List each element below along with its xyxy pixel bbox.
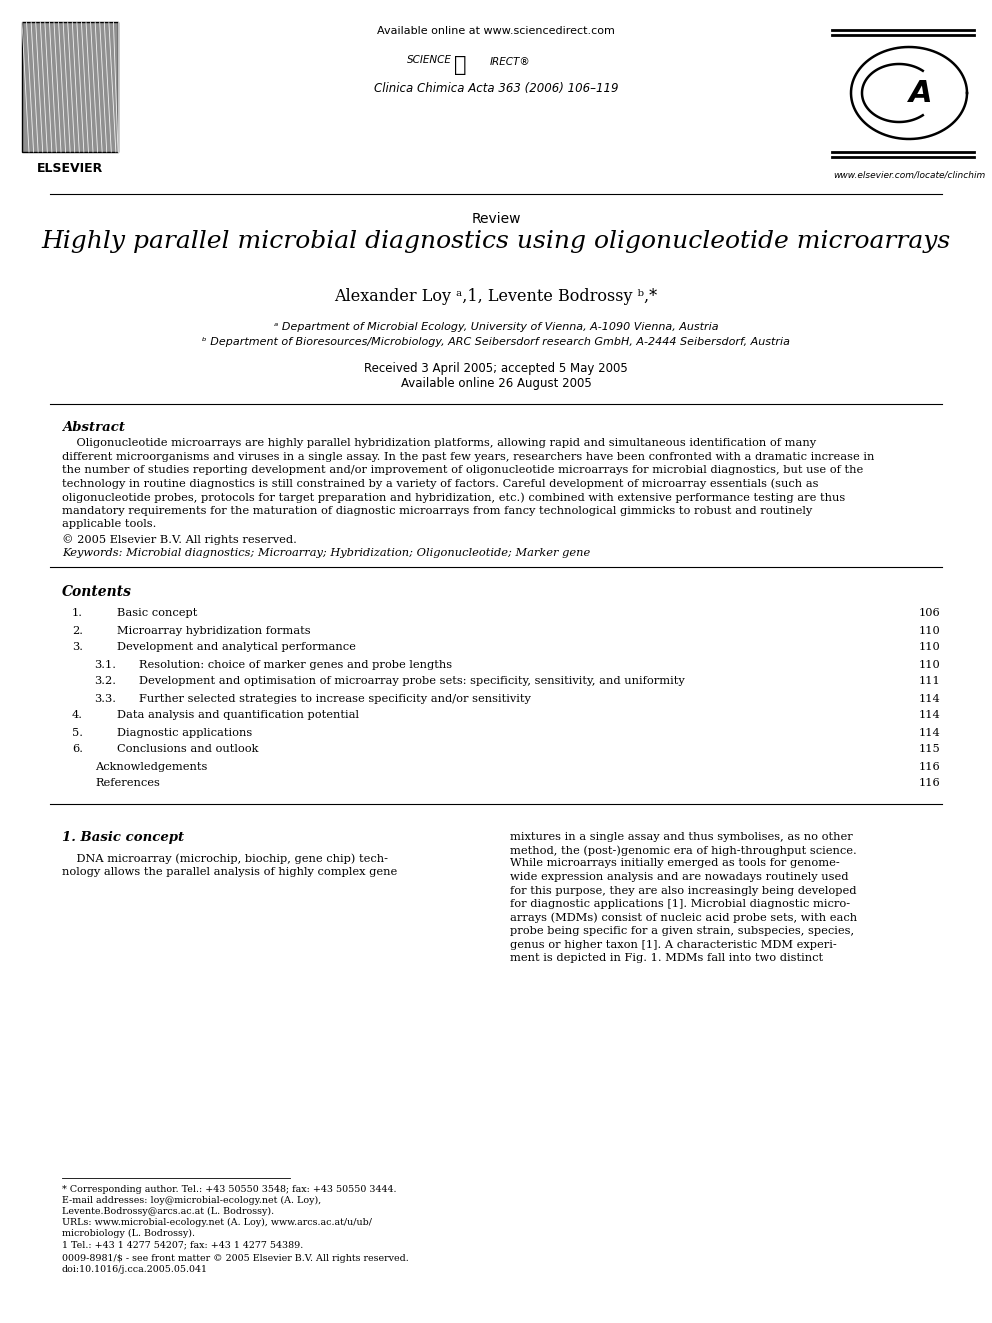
Bar: [22, 22, 118, 152]
Text: Further selected strategies to increase specificity and/or sensitivity: Further selected strategies to increase …: [139, 693, 531, 704]
Text: 3.1.: 3.1.: [94, 659, 116, 669]
Text: 1 Tel.: +43 1 4277 54207; fax: +43 1 4277 54389.: 1 Tel.: +43 1 4277 54207; fax: +43 1 427…: [62, 1240, 304, 1249]
Text: 3.: 3.: [72, 643, 83, 652]
Text: genus or higher taxon [1]. A characteristic MDM experi-: genus or higher taxon [1]. A characteris…: [510, 939, 836, 950]
Text: Available online 26 August 2005: Available online 26 August 2005: [401, 377, 591, 390]
Text: 110: 110: [919, 643, 940, 652]
Text: arrays (MDMs) consist of nucleic acid probe sets, with each: arrays (MDMs) consist of nucleic acid pr…: [510, 913, 857, 923]
Text: While microarrays initially emerged as tools for genome-: While microarrays initially emerged as t…: [510, 859, 840, 868]
Text: nology allows the parallel analysis of highly complex gene: nology allows the parallel analysis of h…: [62, 867, 397, 877]
Text: different microorganisms and viruses in a single assay. In the past few years, r: different microorganisms and viruses in …: [62, 451, 874, 462]
Text: Development and analytical performance: Development and analytical performance: [117, 643, 356, 652]
Text: the number of studies reporting development and/or improvement of oligonucleotid: the number of studies reporting developm…: [62, 464, 863, 475]
Text: Available online at www.sciencedirect.com: Available online at www.sciencedirect.co…: [377, 26, 615, 36]
Text: 115: 115: [919, 745, 940, 754]
Text: ⓓ: ⓓ: [454, 56, 467, 75]
Text: 3.3.: 3.3.: [94, 693, 116, 704]
Text: 1. Basic concept: 1. Basic concept: [62, 831, 185, 844]
Text: 0009-8981/$ - see front matter © 2005 Elsevier B.V. All rights reserved.: 0009-8981/$ - see front matter © 2005 El…: [62, 1254, 409, 1263]
Text: References: References: [95, 778, 160, 789]
Text: Received 3 April 2005; accepted 5 May 2005: Received 3 April 2005; accepted 5 May 20…: [364, 363, 628, 374]
Text: URLs: www.microbial-ecology.net (A. Loy), www.arcs.ac.at/u/ub/: URLs: www.microbial-ecology.net (A. Loy)…: [62, 1218, 372, 1228]
Text: Abstract: Abstract: [62, 421, 125, 434]
Text: ᵇ Department of Bioresources/Microbiology, ARC Seibersdorf research GmbH, A-2444: ᵇ Department of Bioresources/Microbiolog…: [202, 337, 790, 347]
Text: technology in routine diagnostics is still constrained by a variety of factors. : technology in routine diagnostics is sti…: [62, 479, 818, 490]
Text: © 2005 Elsevier B.V. All rights reserved.: © 2005 Elsevier B.V. All rights reserved…: [62, 534, 297, 545]
Text: * Corresponding author. Tel.: +43 50550 3548; fax: +43 50550 3444.: * Corresponding author. Tel.: +43 50550 …: [62, 1185, 397, 1193]
Text: Contents: Contents: [62, 585, 132, 598]
Text: for this purpose, they are also increasingly being developed: for this purpose, they are also increasi…: [510, 885, 856, 896]
Text: ᵃ Department of Microbial Ecology, University of Vienna, A-1090 Vienna, Austria: ᵃ Department of Microbial Ecology, Unive…: [274, 321, 718, 332]
Text: Basic concept: Basic concept: [117, 609, 197, 618]
Text: Levente.Bodrossy@arcs.ac.at (L. Bodrossy).: Levente.Bodrossy@arcs.ac.at (L. Bodrossy…: [62, 1207, 274, 1216]
Text: 116: 116: [919, 762, 940, 771]
Text: 111: 111: [919, 676, 940, 687]
Text: method, the (post-)genomic era of high-throughput science.: method, the (post-)genomic era of high-t…: [510, 845, 857, 856]
Text: Diagnostic applications: Diagnostic applications: [117, 728, 252, 737]
Text: ment is depicted in Fig. 1. MDMs fall into two distinct: ment is depicted in Fig. 1. MDMs fall in…: [510, 953, 823, 963]
Text: www.elsevier.com/locate/clinchim: www.elsevier.com/locate/clinchim: [833, 169, 985, 179]
Text: 6.: 6.: [72, 745, 83, 754]
Text: 5.: 5.: [72, 728, 83, 737]
Text: 4.: 4.: [72, 710, 83, 721]
Text: 106: 106: [919, 609, 940, 618]
Text: Alexander Loy ᵃ,1, Levente Bodrossy ᵇ,*: Alexander Loy ᵃ,1, Levente Bodrossy ᵇ,*: [334, 288, 658, 306]
Text: Microarray hybridization formats: Microarray hybridization formats: [117, 626, 310, 635]
Text: Resolution: choice of marker genes and probe lengths: Resolution: choice of marker genes and p…: [139, 659, 452, 669]
Text: doi:10.1016/j.cca.2005.05.041: doi:10.1016/j.cca.2005.05.041: [62, 1265, 208, 1274]
Text: 110: 110: [919, 659, 940, 669]
Text: DNA microarray (microchip, biochip, gene chip) tech-: DNA microarray (microchip, biochip, gene…: [62, 853, 388, 864]
Text: wide expression analysis and are nowadays routinely used: wide expression analysis and are nowaday…: [510, 872, 848, 882]
Text: IRECT®: IRECT®: [490, 57, 531, 67]
Text: 114: 114: [919, 728, 940, 737]
Text: Highly parallel microbial diagnostics using oligonucleotide microarrays: Highly parallel microbial diagnostics us…: [42, 230, 950, 253]
Text: microbiology (L. Bodrossy).: microbiology (L. Bodrossy).: [62, 1229, 195, 1238]
Text: probe being specific for a given strain, subspecies, species,: probe being specific for a given strain,…: [510, 926, 854, 935]
Text: 3.2.: 3.2.: [94, 676, 116, 687]
Text: Data analysis and quantification potential: Data analysis and quantification potenti…: [117, 710, 359, 721]
Text: ELSEVIER: ELSEVIER: [37, 161, 103, 175]
Text: for diagnostic applications [1]. Microbial diagnostic micro-: for diagnostic applications [1]. Microbi…: [510, 900, 850, 909]
Text: Review: Review: [471, 212, 521, 226]
Text: Keywords: Microbial diagnostics; Microarray; Hybridization; Oligonucleotide; Mar: Keywords: Microbial diagnostics; Microar…: [62, 549, 590, 558]
Text: A: A: [910, 78, 932, 107]
Text: mandatory requirements for the maturation of diagnostic microarrays from fancy t: mandatory requirements for the maturatio…: [62, 505, 812, 516]
Text: Conclusions and outlook: Conclusions and outlook: [117, 745, 258, 754]
Text: SCIENCE: SCIENCE: [407, 56, 451, 65]
Text: 2.: 2.: [72, 626, 83, 635]
Text: 116: 116: [919, 778, 940, 789]
Text: E-mail addresses: loy@microbial-ecology.net (A. Loy),: E-mail addresses: loy@microbial-ecology.…: [62, 1196, 321, 1205]
Text: Oligonucleotide microarrays are highly parallel hybridization platforms, allowin: Oligonucleotide microarrays are highly p…: [62, 438, 816, 448]
Text: 1.: 1.: [72, 609, 83, 618]
Text: applicable tools.: applicable tools.: [62, 519, 157, 529]
Text: mixtures in a single assay and thus symbolises, as no other: mixtures in a single assay and thus symb…: [510, 831, 853, 841]
Text: Development and optimisation of microarray probe sets: specificity, sensitivity,: Development and optimisation of microarr…: [139, 676, 684, 687]
Text: Acknowledgements: Acknowledgements: [95, 762, 207, 771]
Text: 114: 114: [919, 710, 940, 721]
Text: oligonucleotide probes, protocols for target preparation and hybridization, etc.: oligonucleotide probes, protocols for ta…: [62, 492, 845, 503]
Text: Clinica Chimica Acta 363 (2006) 106–119: Clinica Chimica Acta 363 (2006) 106–119: [374, 82, 618, 95]
Text: 110: 110: [919, 626, 940, 635]
Text: 114: 114: [919, 693, 940, 704]
